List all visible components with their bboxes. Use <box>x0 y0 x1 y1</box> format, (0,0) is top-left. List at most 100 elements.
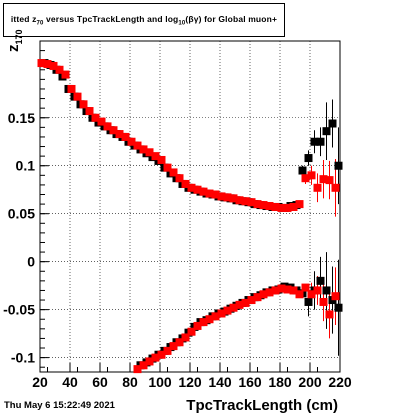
data-point <box>211 190 220 199</box>
data-point <box>37 59 46 68</box>
x-tick-label: 80 <box>122 374 138 390</box>
x-tick-labels: 20 40 60 80 100 120 140 160 180 200 220 <box>32 374 352 390</box>
y-tick-label: 0.05 <box>8 206 35 222</box>
y-tick-labels: -0.1 -0.05 0 0.05 0.1 0.15 <box>3 110 35 366</box>
data-point <box>334 161 343 170</box>
data-point <box>253 293 262 302</box>
data-point <box>313 183 322 192</box>
y-tick-label: -0.05 <box>3 302 35 318</box>
data-point <box>145 357 154 366</box>
data-point <box>163 163 172 172</box>
x-tick-label: 60 <box>92 374 108 390</box>
data-point <box>283 203 292 212</box>
x-tick-label: 120 <box>178 374 202 390</box>
data-point <box>151 152 160 161</box>
x-tick-label: 160 <box>238 374 262 390</box>
data-point <box>277 203 286 212</box>
axis-ticks <box>39 50 341 372</box>
data-point <box>304 297 313 306</box>
data-point <box>175 174 184 183</box>
data-point <box>241 197 250 206</box>
data-point <box>49 61 58 70</box>
x-tick-label: 200 <box>298 374 322 390</box>
y-tick-label: 0 <box>27 254 35 270</box>
data-point <box>109 126 118 135</box>
data-point <box>247 296 256 305</box>
data-point <box>253 200 262 209</box>
timestamp: Thu May 6 15:22:49 2021 <box>4 400 115 411</box>
data-point <box>175 338 184 347</box>
data-point <box>283 285 292 294</box>
data-point <box>199 318 208 327</box>
data-point <box>85 107 94 116</box>
data-point <box>181 179 190 188</box>
data-point <box>325 176 334 185</box>
data-point <box>229 194 238 203</box>
data-point <box>205 315 214 324</box>
x-tick-label: 40 <box>62 374 78 390</box>
data-point <box>223 193 232 202</box>
chart-title: itted z70 versus TpcTrackLength and log1… <box>10 13 278 27</box>
data-point <box>169 168 178 177</box>
data-point <box>43 60 52 69</box>
data-point <box>139 361 148 370</box>
data-point <box>247 198 256 207</box>
y-tick-label: 0.1 <box>16 158 36 174</box>
data-point <box>259 201 268 210</box>
x-tick-label: 100 <box>148 374 172 390</box>
data-point <box>316 137 325 146</box>
data-point <box>235 300 244 309</box>
data-point <box>322 286 331 295</box>
y-tick-label: -0.1 <box>11 350 35 366</box>
data-point <box>67 84 76 93</box>
y-tick-label: 0.15 <box>8 110 35 126</box>
x-tick-label: 20 <box>32 374 48 390</box>
data-point <box>133 141 142 150</box>
data-point <box>310 137 319 146</box>
data-point <box>139 145 148 154</box>
data-point <box>271 286 280 295</box>
data-point <box>97 117 106 126</box>
data-point <box>316 276 325 285</box>
data-point <box>319 297 328 306</box>
data-point <box>73 92 82 101</box>
data-point <box>259 290 268 299</box>
data-point <box>181 333 190 342</box>
data-point <box>295 200 304 209</box>
data-point <box>91 113 100 122</box>
data-point <box>217 309 226 318</box>
data-point <box>265 288 274 297</box>
x-axis-title: TpcTrackLength (cm) <box>186 397 338 414</box>
data-point <box>169 342 178 351</box>
data-point <box>289 286 298 295</box>
x-tick-label: 220 <box>328 374 352 390</box>
data-point <box>307 171 316 180</box>
data-point <box>325 310 334 319</box>
data-point <box>187 183 196 192</box>
data-point <box>229 303 238 312</box>
data-point <box>301 283 310 292</box>
data-point <box>79 100 88 109</box>
data-point <box>235 196 244 205</box>
data-point <box>133 365 142 374</box>
data-markers <box>37 59 343 374</box>
data-point <box>163 346 172 355</box>
data-point <box>211 312 220 321</box>
x-tick-label: 140 <box>208 374 232 390</box>
data-point <box>277 284 286 293</box>
data-point <box>151 353 160 362</box>
y-axis-title: z170 <box>5 29 24 52</box>
data-point <box>193 185 202 194</box>
data-point <box>157 155 166 164</box>
data-point <box>307 290 316 299</box>
data-point <box>157 350 166 359</box>
data-point <box>313 286 322 295</box>
data-point <box>115 130 124 139</box>
data-point <box>121 132 130 141</box>
data-point <box>241 298 250 307</box>
data-point <box>187 327 196 336</box>
data-point <box>328 119 337 128</box>
data-point <box>55 65 64 74</box>
data-point <box>145 148 154 157</box>
